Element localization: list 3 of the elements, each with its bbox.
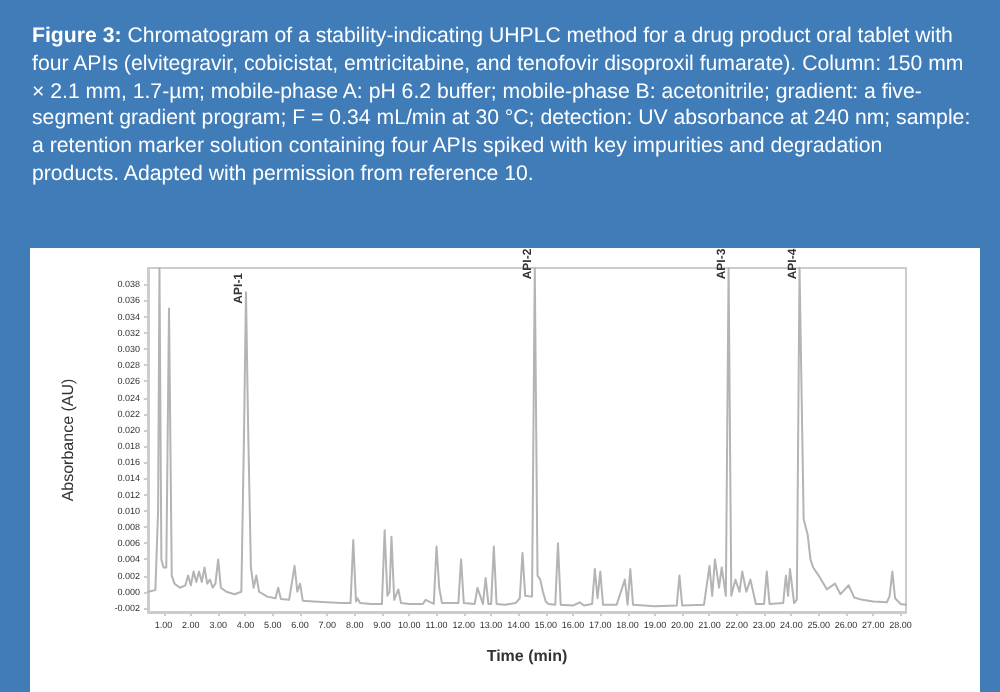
y-axis-title: Absorbance (AU): [59, 377, 77, 502]
x-axis-title: Time (min): [486, 647, 568, 665]
chart-title: Figure 3:: [32, 24, 122, 48]
